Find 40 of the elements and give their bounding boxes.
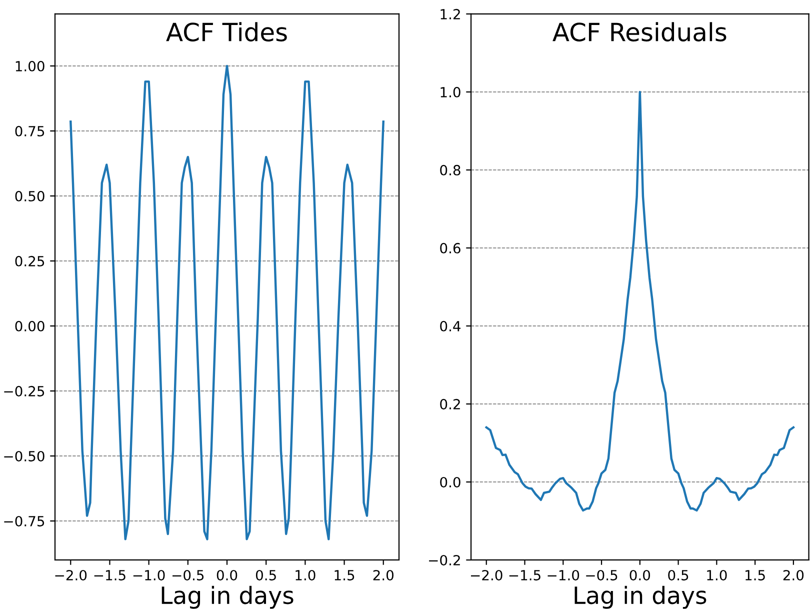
x-axis-title: Lag in days (162, 586, 294, 609)
x-tick-label: −0.5 (172, 570, 204, 580)
y-tick-label: −0.25 (4, 386, 44, 396)
y-tick-label: −0.50 (4, 450, 44, 462)
x-tick-label: −1.5 (509, 570, 540, 580)
x-tick-label: −2.0 (470, 570, 502, 580)
y-tick-label: −0.75 (4, 516, 44, 526)
y-tick-label: 0.8 (440, 164, 460, 176)
x-tick-label: −2.0 (55, 570, 87, 580)
x-tick-label: −1.0 (133, 570, 165, 580)
x-tick-label: 1.0 (707, 570, 727, 580)
x-tick-label: 1.5 (334, 570, 354, 580)
y-tick-label: 0.2 (440, 398, 460, 410)
line-series (70, 64, 384, 540)
x-tick-label: −1.5 (94, 570, 126, 580)
y-tick-label: −0.2 (429, 554, 460, 566)
y-tick-label: 1.0 (440, 86, 460, 98)
x-tick-label: 1.5 (746, 570, 765, 580)
y-tick-label: 0.25 (15, 256, 44, 266)
x-tick-label: −1.0 (548, 570, 580, 580)
y-tick-label: 0.0 (440, 476, 460, 488)
x-tick-label: 0.0 (630, 570, 650, 580)
x-tick-label: 2.0 (783, 570, 804, 580)
x-tick-label: 0.0 (216, 570, 238, 580)
x-axis-title: Lag in days (574, 586, 706, 609)
chart-title: ACF Residuals (552, 22, 726, 42)
y-tick-label: 0.75 (15, 126, 44, 136)
line-series (485, 90, 795, 512)
y-tick-label: 1.2 (440, 8, 460, 20)
y-tick-label: 0.50 (15, 190, 44, 202)
y-tick-label: 0.4 (440, 320, 461, 332)
chart-title: ACF Tides (166, 22, 287, 42)
y-tick-label: 1.00 (16, 60, 44, 72)
x-tick-label: 1.0 (296, 570, 316, 580)
y-tick-label: 0.6 (440, 242, 460, 254)
x-tick-label: 0.5 (256, 570, 276, 580)
x-tick-label: 0.5 (668, 570, 688, 580)
y-tick-label: 0.00 (15, 320, 44, 332)
x-tick-label: −0.5 (586, 570, 618, 580)
x-tick-label: 2.0 (373, 570, 394, 580)
